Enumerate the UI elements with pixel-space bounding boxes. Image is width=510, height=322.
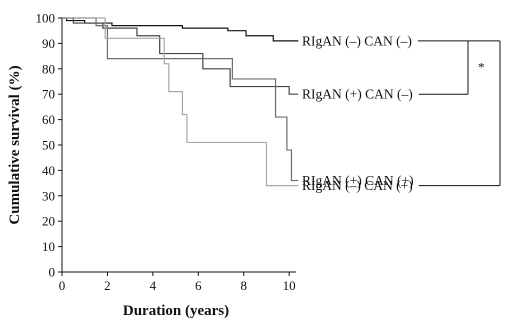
y-tick-label: 90 — [42, 36, 55, 51]
series-label-3: RIgAN (+) CAN (+) — [302, 173, 414, 188]
significance-marker: * — [478, 60, 485, 75]
y-tick-label: 100 — [36, 11, 56, 26]
y-tick-label: 50 — [42, 138, 55, 153]
y-tick-label: 10 — [42, 239, 55, 254]
survival-curve-3 — [62, 17, 299, 182]
y-tick-label: 80 — [42, 61, 55, 76]
x-tick-label: 8 — [240, 278, 247, 293]
y-axis-title: Cumulative survival (%) — [7, 65, 23, 224]
survival-curve-1 — [62, 17, 299, 42]
x-axis-title: Duration (years) — [123, 303, 229, 319]
x-tick-label: 4 — [150, 278, 157, 293]
survival-curve-2 — [62, 17, 299, 95]
x-tick-label: 2 — [104, 278, 111, 293]
survival-curves — [62, 17, 299, 187]
significance-brackets: * — [417, 40, 501, 187]
y-tick-label: 60 — [42, 112, 55, 127]
axes: 0 10 20 30 40 50 60 70 80 90 100 0 2 4 6 8 10 — [36, 11, 296, 293]
y-tick-label: 40 — [42, 163, 55, 178]
series-labels: RIgAN (–) CAN (–) RIgAN (+) CAN (–) RIgAN … — [302, 33, 414, 193]
survival-curve-4 — [62, 17, 299, 187]
x-tick-label: 6 — [195, 278, 202, 293]
y-tick-label: 0 — [49, 265, 56, 280]
series-label-4: RIgAN (–) CAN (+) — [302, 178, 413, 193]
series-label-2: RIgAN (+) CAN (–) — [302, 87, 413, 102]
x-tick-label: 10 — [283, 278, 296, 293]
x-tick-label: 0 — [59, 278, 66, 293]
y-tick-label: 70 — [42, 87, 55, 102]
y-tick-label: 20 — [42, 214, 55, 229]
y-tick-label: 30 — [42, 188, 55, 203]
series-label-1: RIgAN (–) CAN (–) — [302, 33, 412, 48]
